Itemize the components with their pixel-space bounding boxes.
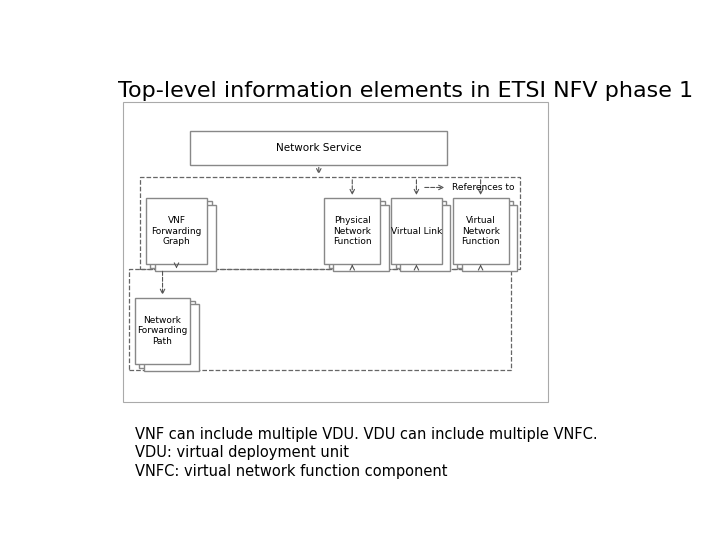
Text: Virtual
Network
Function: Virtual Network Function	[462, 216, 500, 246]
Bar	[392, 198, 441, 265]
Bar	[150, 201, 212, 268]
Text: Network
Forwarding
Path: Network Forwarding Path	[138, 316, 188, 346]
Text: Physical
Network
Function: Physical Network Function	[333, 216, 372, 246]
Bar	[462, 205, 518, 271]
Bar	[124, 102, 547, 402]
Bar	[190, 131, 447, 165]
Text: VDU: virtual deployment unit: VDU: virtual deployment unit	[135, 446, 348, 460]
Bar	[329, 201, 384, 268]
Text: References to: References to	[451, 183, 514, 192]
Bar	[143, 305, 199, 371]
Bar	[457, 201, 513, 268]
Bar	[135, 298, 190, 364]
Bar	[333, 205, 389, 271]
Text: VNF
Forwarding
Graph: VNF Forwarding Graph	[151, 216, 202, 246]
Bar	[129, 268, 511, 370]
Text: VNFC: virtual network function component: VNFC: virtual network function component	[135, 464, 447, 479]
Bar	[396, 201, 446, 268]
Text: VNF can include multiple VDU. VDU can include multiple VNFC.: VNF can include multiple VDU. VDU can in…	[135, 427, 598, 442]
Bar	[453, 198, 508, 265]
Bar	[139, 301, 195, 368]
Bar	[155, 205, 216, 271]
Bar	[324, 198, 380, 265]
Text: Network Service: Network Service	[276, 143, 361, 153]
Text: Top-level information elements in ETSI NFV phase 1: Top-level information elements in ETSI N…	[118, 82, 693, 102]
Text: Virtual Link: Virtual Link	[391, 227, 442, 235]
Bar	[145, 198, 207, 265]
Bar	[140, 177, 520, 268]
Bar	[400, 205, 451, 271]
